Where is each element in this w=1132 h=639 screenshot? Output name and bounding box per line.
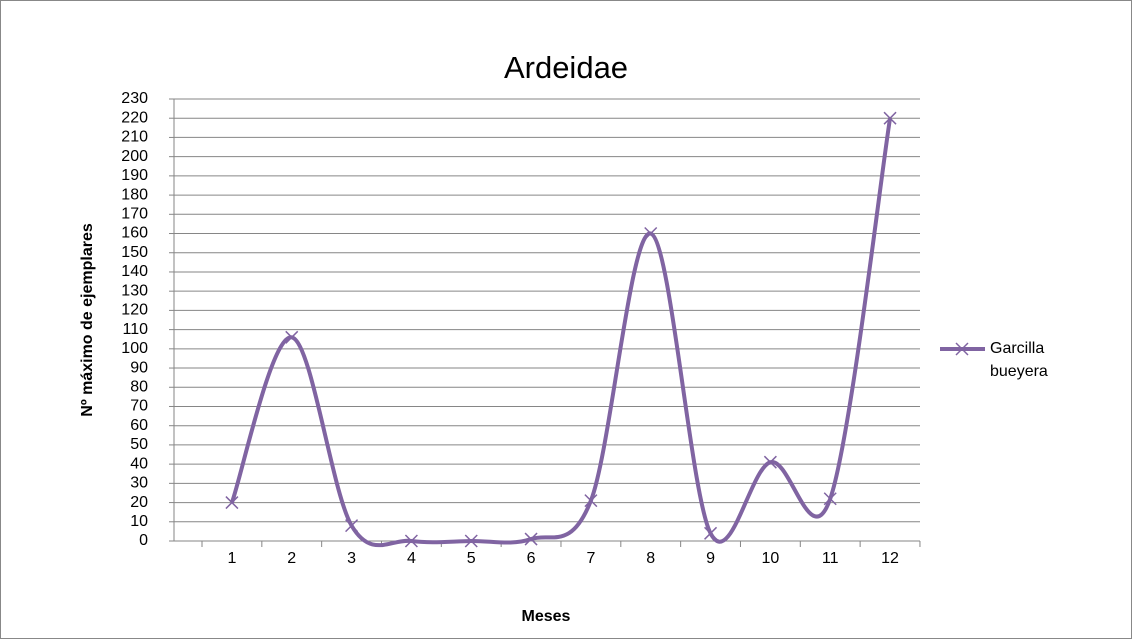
chart-title: Ardeidae xyxy=(504,50,628,85)
y-tick-label: 10 xyxy=(130,513,148,530)
x-tick-label: 4 xyxy=(407,550,416,567)
y-tick-label: 140 xyxy=(121,263,148,280)
series-line xyxy=(230,117,893,548)
y-tick-label: 150 xyxy=(121,244,148,261)
x-tick-label: 2 xyxy=(287,550,296,567)
y-tick-label: 30 xyxy=(130,475,148,492)
y-tick-label: 0 xyxy=(139,532,148,549)
x-tick-label: 8 xyxy=(646,550,655,567)
y-tick-label: 20 xyxy=(130,494,148,511)
y-tick-label: 160 xyxy=(121,225,148,242)
y-tick-label: 230 xyxy=(121,90,148,107)
marker xyxy=(644,226,658,241)
y-tick-label: 130 xyxy=(121,282,148,299)
y-tick-label: 80 xyxy=(130,378,148,395)
y-tick-label: 220 xyxy=(121,109,148,126)
marker xyxy=(823,492,837,506)
x-tick-label: 10 xyxy=(761,550,779,567)
marker xyxy=(285,330,299,344)
y-tick-label: 60 xyxy=(130,417,148,434)
y-tick-label: 100 xyxy=(121,340,148,357)
y-tick-label: 200 xyxy=(121,148,148,165)
x-tick-label: 3 xyxy=(347,550,356,567)
x-tick-label: 1 xyxy=(227,550,236,567)
marker xyxy=(524,532,538,546)
x-tick-label: 7 xyxy=(586,550,595,567)
x-tick-label: 6 xyxy=(527,550,536,567)
marker xyxy=(464,534,478,548)
legend-marker xyxy=(955,342,969,356)
y-axis-label: Nº máximo de ejemplares xyxy=(79,223,96,417)
marker xyxy=(225,496,239,510)
y-tick-label: 50 xyxy=(130,436,148,453)
y-tick-label: 90 xyxy=(130,359,148,376)
y-tick-label: 120 xyxy=(121,302,148,319)
y-tick-label: 180 xyxy=(121,186,148,203)
marker xyxy=(584,494,598,508)
x-tick-label: 9 xyxy=(706,550,715,567)
y-tick-label: 190 xyxy=(121,167,148,184)
marker xyxy=(404,534,418,548)
y-tick-label: 70 xyxy=(130,398,148,415)
legend-label: Garcilla bueyera xyxy=(990,340,1048,380)
y-tick-label: 210 xyxy=(121,129,148,146)
marker xyxy=(704,526,718,540)
x-tick-label: 11 xyxy=(822,550,839,567)
y-tick-label: 110 xyxy=(122,321,148,338)
y-tick-label: 170 xyxy=(121,206,148,223)
marker xyxy=(345,519,359,533)
y-tick-label: 40 xyxy=(130,455,148,472)
marker xyxy=(763,455,777,469)
x-tick-label: 12 xyxy=(881,550,899,567)
marker xyxy=(883,111,897,125)
x-tick-label: 5 xyxy=(467,550,476,567)
x-axis-label: Meses xyxy=(522,608,571,625)
